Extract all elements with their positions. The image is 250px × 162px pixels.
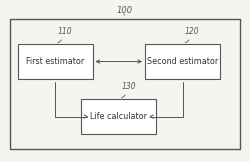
Text: First estimator: First estimator <box>26 57 84 66</box>
Text: Life calculator: Life calculator <box>90 112 147 121</box>
FancyBboxPatch shape <box>81 99 156 134</box>
Text: 110: 110 <box>58 27 72 36</box>
FancyBboxPatch shape <box>10 19 240 149</box>
FancyBboxPatch shape <box>18 44 92 79</box>
Text: 120: 120 <box>185 27 200 36</box>
Text: 100: 100 <box>117 6 133 16</box>
FancyBboxPatch shape <box>145 44 220 79</box>
Text: Second estimator: Second estimator <box>147 57 218 66</box>
Text: 130: 130 <box>121 82 136 91</box>
